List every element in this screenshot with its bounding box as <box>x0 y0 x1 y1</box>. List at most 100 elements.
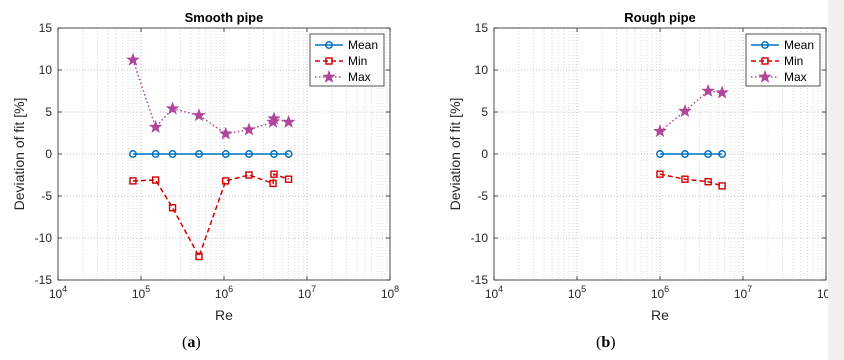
y-tick-label: -15 <box>471 273 489 287</box>
y-tick-label: -10 <box>471 231 489 245</box>
legend-label: Max <box>784 70 807 84</box>
x-axis-label: Re <box>651 307 669 323</box>
series-line <box>659 90 723 132</box>
data-point <box>168 204 177 212</box>
caption-b: (b) <box>596 334 616 351</box>
data-point <box>681 175 689 183</box>
data-point <box>653 124 667 138</box>
legend-entry-max: Max <box>751 69 807 84</box>
data-point <box>284 150 293 158</box>
caption-letter-b: b <box>601 334 611 351</box>
legend-entry-mean: Mean <box>751 38 814 52</box>
legend-entry-max: Max <box>315 69 371 84</box>
x-tick-label: 106 <box>215 284 233 301</box>
data-point <box>242 122 256 136</box>
data-point <box>151 176 160 184</box>
x-tick-label: 107 <box>734 284 752 301</box>
x-tick-label: 105 <box>132 284 150 301</box>
legend-marker <box>761 57 769 65</box>
data-point <box>245 150 253 158</box>
legend-marker <box>325 57 333 65</box>
data-point <box>681 150 689 158</box>
y-tick-label: 10 <box>475 63 489 77</box>
y-tick-label: 5 <box>45 105 52 119</box>
legend-entry-min: Min <box>315 54 367 68</box>
chart-panel-smooth-pipe: -15 -10 -5 0 5 10 15 104 105 106 107 108 Smooth pipe… <box>11 10 399 323</box>
data-point <box>245 171 253 179</box>
y-axis-label: Deviation of fit [%] <box>447 98 463 211</box>
data-point <box>221 150 230 158</box>
data-point <box>270 150 278 158</box>
y-tick-label: -15 <box>35 273 53 287</box>
data-point <box>656 150 664 158</box>
legend-label: Min <box>784 54 803 68</box>
series-min <box>129 170 293 261</box>
data-point <box>165 101 180 115</box>
data-point <box>269 179 277 188</box>
data-point <box>195 252 203 261</box>
series-max <box>126 52 296 140</box>
x-tick-label: 108 <box>381 284 399 301</box>
legend-entry-mean: Mean <box>315 38 378 52</box>
data-point <box>168 150 177 158</box>
data-point <box>222 177 230 185</box>
legend-box <box>745 33 821 87</box>
series-min <box>656 170 726 190</box>
x-tick-label: 107 <box>298 284 316 301</box>
data-point <box>718 150 727 158</box>
x-axis-label: Re <box>215 307 233 323</box>
data-point <box>267 111 281 125</box>
chart-title: Rough pipe <box>624 10 696 25</box>
data-point <box>701 83 715 97</box>
series-line <box>132 173 289 259</box>
data-point <box>126 52 140 66</box>
y-tick-label: 0 <box>481 147 488 161</box>
y-tick-label: 10 <box>39 63 53 77</box>
data-point <box>284 175 293 183</box>
data-point <box>715 85 729 99</box>
legend-label: Min <box>348 54 367 68</box>
y-tick-label: -10 <box>35 231 53 245</box>
legend-entry-min: Min <box>751 54 803 68</box>
x-tick-label: 105 <box>568 284 586 301</box>
series-line <box>659 173 723 187</box>
x-tick-label: 104 <box>485 284 503 301</box>
data-point <box>718 182 726 190</box>
caption-letter-a: a <box>187 334 196 351</box>
legend: Mean Min Max <box>745 33 821 87</box>
x-tick-label: 104 <box>49 284 67 301</box>
legend-marker <box>758 69 772 83</box>
data-point <box>151 150 160 158</box>
data-point <box>704 150 713 158</box>
data-point <box>218 126 233 140</box>
caption-a: (a) <box>182 334 201 351</box>
y-tick-label: 15 <box>475 21 489 35</box>
y-tick-label: 0 <box>45 147 52 161</box>
series-max <box>653 83 729 138</box>
legend-marker <box>322 69 336 83</box>
legend-label: Max <box>348 70 371 84</box>
legend-marker <box>325 41 333 49</box>
chart-title: Smooth pipe <box>185 10 264 25</box>
legend-label: Mean <box>348 38 378 52</box>
data-point <box>656 170 664 178</box>
data-point <box>704 178 712 186</box>
y-tick-label: -5 <box>477 189 488 203</box>
legend-label: Mean <box>784 38 814 52</box>
y-axis-label: Deviation of fit [%] <box>11 98 27 211</box>
data-point <box>129 150 137 158</box>
data-point <box>678 104 692 117</box>
legend-marker <box>761 41 769 49</box>
y-tick-label: 15 <box>39 21 53 35</box>
y-tick-label: 5 <box>481 105 488 119</box>
data-point <box>281 114 296 128</box>
y-tick-label: -5 <box>41 189 52 203</box>
data-point <box>195 150 203 158</box>
data-point <box>192 108 206 122</box>
legend-box <box>309 33 385 87</box>
chart-panel-rough-pipe: -15-10-5051015104105106107108Rough pipeR… <box>447 10 835 323</box>
series-mean <box>656 150 727 158</box>
data-point <box>148 119 163 133</box>
data-point <box>129 177 137 185</box>
